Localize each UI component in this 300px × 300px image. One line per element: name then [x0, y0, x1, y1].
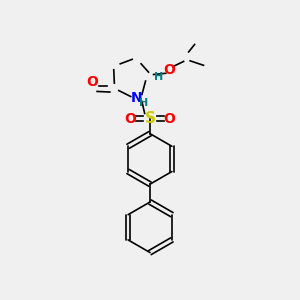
Text: S: S	[145, 111, 155, 126]
Text: H: H	[154, 72, 163, 82]
Text: O: O	[86, 75, 98, 88]
Text: O: O	[125, 112, 136, 126]
Text: O: O	[164, 112, 175, 126]
Text: O: O	[164, 63, 175, 77]
Text: N: N	[131, 91, 142, 105]
Text: H: H	[139, 98, 148, 108]
